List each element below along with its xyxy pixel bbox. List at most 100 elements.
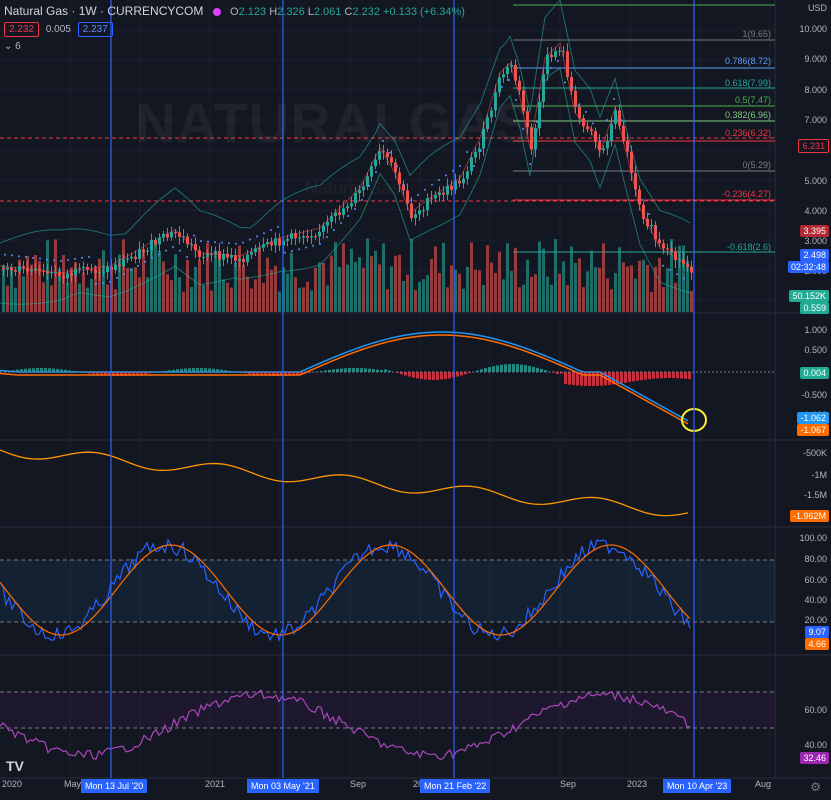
candle-body [86, 266, 89, 270]
stoch-axis-tick: 60.00 [804, 575, 827, 585]
candle-body [266, 242, 269, 245]
volume-bar [318, 262, 321, 312]
sar-dot [326, 236, 328, 238]
macd-histogram-bar [264, 372, 267, 376]
candle-body [658, 239, 661, 244]
open-label: O [230, 6, 239, 18]
volume-bar [506, 243, 509, 312]
candle-body [194, 244, 197, 251]
volume-bar [618, 247, 621, 312]
macd-histogram-bar [532, 366, 535, 372]
macd-histogram-bar [284, 372, 287, 376]
sar-dot [312, 244, 314, 247]
symbol-title[interactable]: Natural Gas · 1W · CURRENCYCOM [4, 4, 204, 18]
macd-histogram-bar [92, 372, 95, 375]
volume-bar [346, 264, 349, 312]
volume-bar [170, 280, 173, 312]
sar-dot [368, 185, 370, 187]
volume-bar [554, 239, 557, 312]
candle-body [182, 236, 185, 238]
bid-button[interactable]: 2.232 [4, 22, 40, 37]
sar-dot [179, 249, 181, 252]
ask-button[interactable]: 2.237 [77, 22, 113, 37]
macd-histogram-bar [336, 368, 339, 372]
sar-dot [81, 256, 83, 259]
candle-body [422, 210, 425, 212]
candle-body [226, 253, 229, 258]
macd-histogram-bar [184, 368, 187, 372]
crosshair-date-tag: Mon 13 Jul '20 [81, 779, 148, 793]
candle-body [46, 271, 49, 274]
macd-histogram-bar [212, 368, 215, 372]
settings-gear-icon[interactable]: ⚙ [810, 780, 821, 794]
candle-body [446, 185, 449, 195]
volume-bar [186, 259, 189, 312]
indicators-toggle[interactable]: ⌄ 6 [4, 41, 21, 52]
sar-dot [662, 264, 664, 267]
currency-label[interactable]: USD [807, 3, 827, 13]
sar-dot [193, 234, 195, 237]
candle-body [290, 233, 293, 239]
macd-histogram-bar [96, 372, 99, 375]
volume-bar [342, 243, 345, 312]
volume-bar [230, 287, 233, 312]
candle-body [134, 256, 137, 259]
volume-bar [254, 279, 257, 312]
candle-body [150, 240, 153, 251]
candle-body [18, 266, 21, 272]
macd-histogram-bar [300, 372, 303, 375]
candle-body [94, 270, 97, 274]
macd-histogram-bar [464, 372, 467, 375]
sar-dot [382, 140, 384, 142]
volume-bar [362, 267, 365, 312]
volume-bar [410, 239, 413, 312]
volume-bar [614, 272, 617, 312]
macd-histogram-bar [196, 368, 199, 372]
volume-bar [494, 273, 497, 312]
volume-bar [414, 290, 417, 312]
volume-bar [530, 276, 533, 312]
macd-histogram-bar [616, 372, 619, 384]
volume-bar [206, 242, 209, 312]
candle-body [10, 267, 13, 271]
macd-histogram-bar [668, 372, 671, 379]
volume-bar [486, 245, 489, 312]
candle-body [330, 215, 333, 222]
sar-dot [298, 248, 300, 251]
macd-histogram-bar [40, 368, 43, 372]
volume-bar [258, 248, 261, 312]
crosshair-date-tag: Mon 21 Feb '22 [420, 779, 491, 793]
macd-histogram-bar [280, 372, 283, 376]
sar-dot [620, 119, 622, 121]
candle-body [338, 212, 341, 216]
macd-histogram-bar [588, 372, 591, 386]
sar-dot [410, 199, 412, 202]
candle-body [202, 256, 205, 258]
macd-histogram-bar [136, 372, 139, 375]
volume-bar [622, 262, 625, 312]
candle-body [222, 253, 225, 260]
macd-histogram-bar [584, 372, 587, 386]
macd-histogram-bar [676, 372, 679, 379]
sar-dot [536, 121, 538, 123]
candle-body [514, 64, 517, 81]
candle-body [174, 232, 177, 234]
volume-bar [278, 291, 281, 312]
sar-dot [347, 215, 349, 217]
macd-histogram-bar [68, 370, 71, 372]
candle-body [334, 212, 337, 216]
candle-body [30, 270, 33, 272]
candle-body [590, 129, 593, 132]
sar-dot [277, 225, 279, 228]
macd-histogram-bar [144, 372, 147, 374]
macd-histogram-bar [352, 368, 355, 372]
candle-body [526, 111, 529, 128]
stoch-axis-tick: 100.00 [799, 533, 827, 543]
macd-histogram-bar [256, 372, 259, 375]
macd-histogram-bar [640, 372, 643, 381]
macd-histogram-bar [260, 372, 263, 376]
macd-histogram-bar [372, 369, 375, 372]
candle-body [418, 210, 421, 215]
fib-level-label: 0.786(8.72) [724, 56, 771, 66]
